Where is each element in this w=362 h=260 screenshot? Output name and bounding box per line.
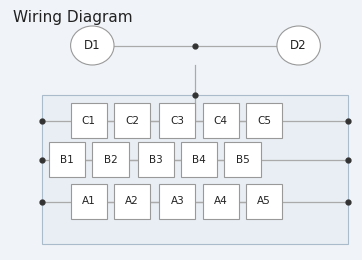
Text: D1: D1 (84, 39, 101, 52)
Text: C4: C4 (214, 116, 228, 126)
FancyBboxPatch shape (159, 184, 195, 219)
Text: B1: B1 (60, 155, 74, 165)
Ellipse shape (71, 26, 114, 65)
Text: B5: B5 (236, 155, 249, 165)
FancyBboxPatch shape (42, 95, 348, 244)
Ellipse shape (277, 26, 320, 65)
Text: A2: A2 (125, 197, 139, 206)
Text: B4: B4 (192, 155, 206, 165)
FancyBboxPatch shape (71, 103, 107, 138)
Text: A4: A4 (214, 197, 228, 206)
Text: A5: A5 (257, 197, 271, 206)
FancyBboxPatch shape (114, 103, 150, 138)
Text: C1: C1 (82, 116, 96, 126)
FancyBboxPatch shape (71, 184, 107, 219)
FancyBboxPatch shape (159, 103, 195, 138)
Text: B2: B2 (104, 155, 117, 165)
FancyBboxPatch shape (114, 184, 150, 219)
FancyBboxPatch shape (203, 184, 239, 219)
FancyBboxPatch shape (49, 142, 85, 177)
FancyBboxPatch shape (203, 103, 239, 138)
FancyBboxPatch shape (138, 142, 174, 177)
FancyBboxPatch shape (224, 142, 261, 177)
Text: D2: D2 (290, 39, 307, 52)
Text: C3: C3 (171, 116, 184, 126)
Text: C2: C2 (125, 116, 139, 126)
Text: B3: B3 (149, 155, 163, 165)
Text: C5: C5 (257, 116, 271, 126)
FancyBboxPatch shape (92, 142, 129, 177)
Text: A1: A1 (82, 197, 96, 206)
FancyBboxPatch shape (246, 103, 282, 138)
Text: A3: A3 (171, 197, 184, 206)
Text: Wiring Diagram: Wiring Diagram (13, 10, 132, 25)
FancyBboxPatch shape (246, 184, 282, 219)
FancyBboxPatch shape (181, 142, 217, 177)
